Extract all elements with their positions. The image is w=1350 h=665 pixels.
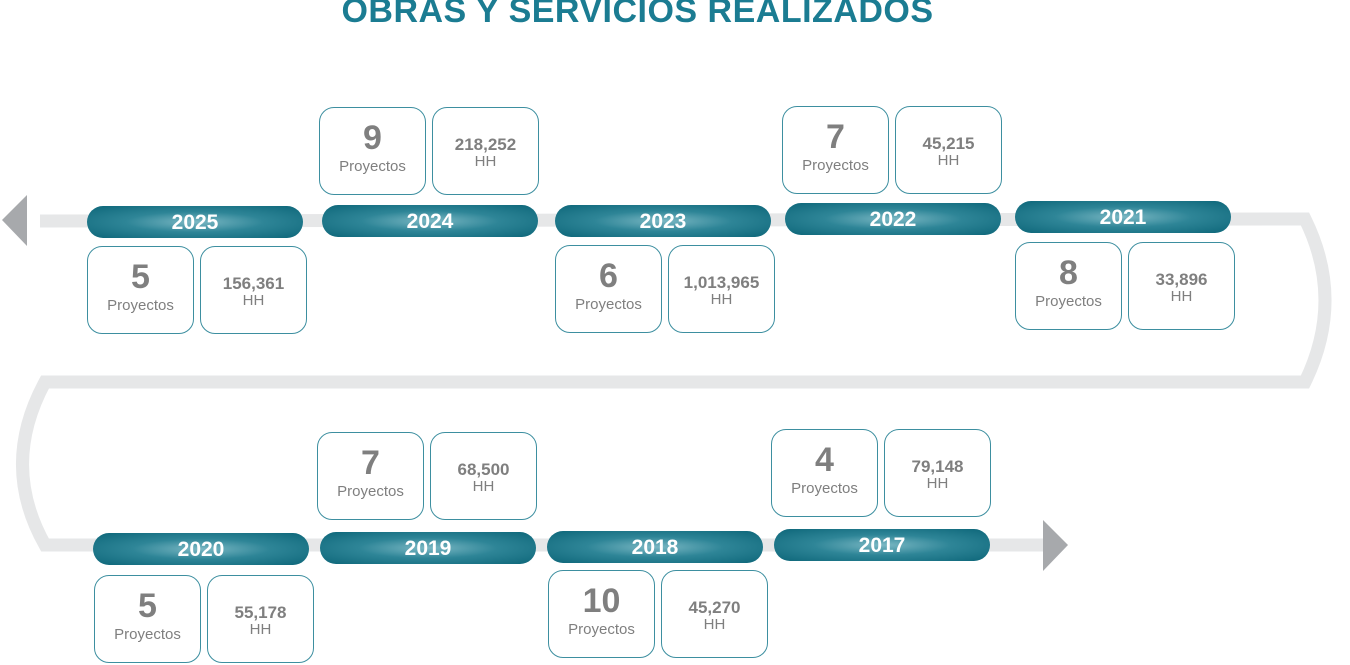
- hh-label: HH: [242, 292, 265, 309]
- projects-count: 8: [1059, 254, 1078, 292]
- projects-count: 5: [138, 587, 157, 625]
- hh-label: HH: [926, 475, 949, 492]
- projects-label: Proyectos: [802, 157, 869, 174]
- arrow-left-icon: [2, 195, 27, 246]
- year-pill: 2021: [1015, 201, 1231, 233]
- hh-box: 156,361 HH: [200, 246, 307, 334]
- year-pill: 2023: [555, 205, 771, 237]
- projects-count: 4: [815, 441, 834, 479]
- timeline-path: [16, 212, 1332, 552]
- year-pill: 2017: [774, 529, 990, 561]
- hh-value: 45,215: [922, 134, 975, 153]
- page-title: OBRAS Y SERVICIOS REALIZADOS: [341, 0, 934, 30]
- projects-label: Proyectos: [568, 621, 635, 638]
- hh-box: 79,148 HH: [884, 429, 991, 517]
- projects-box: 4 Proyectos: [771, 429, 878, 517]
- projects-box: 7 Proyectos: [782, 106, 889, 194]
- projects-label: Proyectos: [1035, 293, 1102, 310]
- projects-box: 5 Proyectos: [94, 575, 201, 663]
- year-pill: 2025: [87, 206, 303, 238]
- projects-label: Proyectos: [337, 483, 404, 500]
- projects-label: Proyectos: [107, 297, 174, 314]
- hh-box: 33,896 HH: [1128, 242, 1235, 330]
- hh-label: HH: [472, 478, 495, 495]
- projects-box: 6 Proyectos: [555, 245, 662, 333]
- year-pill: 2018: [547, 531, 763, 563]
- year-pill: 2024: [322, 205, 538, 237]
- projects-count: 5: [131, 258, 150, 296]
- hh-value: 156,361: [222, 274, 285, 293]
- hh-label: HH: [937, 152, 960, 169]
- projects-label: Proyectos: [339, 158, 406, 175]
- hh-box: 68,500 HH: [430, 432, 537, 520]
- hh-value: 45,270: [688, 598, 741, 617]
- hh-label: HH: [249, 621, 272, 638]
- projects-label: Proyectos: [791, 480, 858, 497]
- projects-box: 8 Proyectos: [1015, 242, 1122, 330]
- hh-label: HH: [474, 153, 497, 170]
- year-pill: 2019: [320, 532, 536, 564]
- year-pill: 2020: [93, 533, 309, 565]
- arrow-right-icon: [1043, 520, 1068, 571]
- projects-label: Proyectos: [114, 626, 181, 643]
- projects-count: 7: [826, 118, 845, 156]
- year-pill: 2022: [785, 203, 1001, 235]
- hh-value: 68,500: [457, 460, 510, 479]
- hh-value: 55,178: [234, 603, 287, 622]
- hh-box: 55,178 HH: [207, 575, 314, 663]
- projects-box: 9 Proyectos: [319, 107, 426, 195]
- projects-box: 7 Proyectos: [317, 432, 424, 520]
- hh-box: 45,215 HH: [895, 106, 1002, 194]
- projects-count: 10: [582, 582, 621, 620]
- hh-box: 45,270 HH: [661, 570, 768, 658]
- hh-box: 218,252 HH: [432, 107, 539, 195]
- hh-value: 79,148: [911, 457, 964, 476]
- hh-value: 1,013,965: [683, 273, 760, 292]
- projects-box: 10 Proyectos: [548, 570, 655, 658]
- hh-label: HH: [1170, 288, 1193, 305]
- projects-count: 6: [599, 257, 618, 295]
- projects-label: Proyectos: [575, 296, 642, 313]
- hh-label: HH: [710, 291, 733, 308]
- hh-value: 33,896: [1155, 270, 1208, 289]
- projects-count: 7: [361, 444, 380, 482]
- projects-count: 9: [363, 119, 382, 157]
- hh-value: 218,252: [454, 135, 517, 154]
- hh-box: 1,013,965 HH: [668, 245, 775, 333]
- hh-label: HH: [703, 616, 726, 633]
- projects-box: 5 Proyectos: [87, 246, 194, 334]
